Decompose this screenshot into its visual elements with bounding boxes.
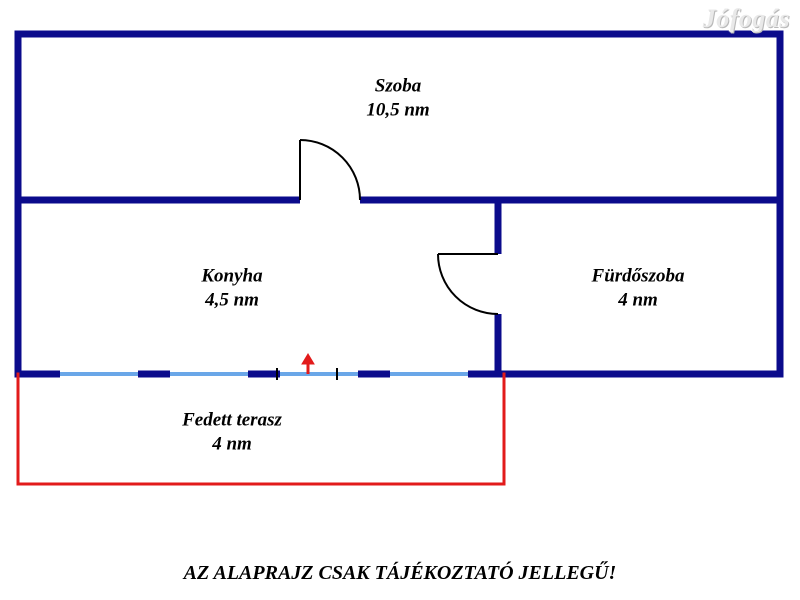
room-size: 4,5 nm [205, 289, 259, 310]
room-name: Fedett terasz [182, 409, 282, 430]
room-label-szoba: Szoba 10,5 nm [366, 74, 429, 122]
room-size: 4 nm [618, 289, 658, 310]
watermark-logo: Jófogás [703, 4, 790, 34]
watermark-text: Jófogás [703, 4, 790, 33]
room-name: Szoba [375, 75, 421, 96]
room-label-konyha: Konyha 4,5 nm [201, 264, 262, 312]
room-label-furdo: Fürdőszoba 4 nm [592, 264, 685, 312]
room-name: Konyha [201, 265, 262, 286]
room-size: 4 nm [212, 433, 252, 454]
room-name: Fürdőszoba [592, 265, 685, 286]
room-label-terasz: Fedett terasz 4 nm [182, 408, 282, 456]
room-size: 10,5 nm [366, 99, 429, 120]
disclaimer-text: AZ ALAPRAJZ CSAK TÁJÉKOZTATÓ JELLEGŰ! [184, 562, 617, 585]
